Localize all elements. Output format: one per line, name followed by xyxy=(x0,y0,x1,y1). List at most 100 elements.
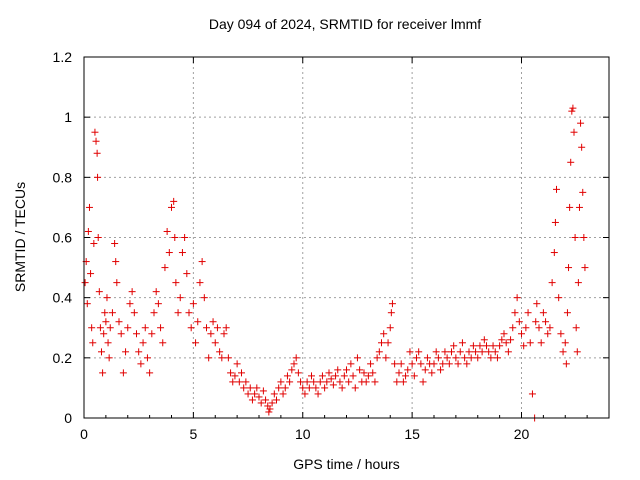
data-point xyxy=(415,348,423,356)
data-point xyxy=(99,369,107,377)
data-point xyxy=(90,240,98,248)
data-point xyxy=(108,309,116,317)
data-point xyxy=(338,384,346,392)
data-point xyxy=(568,107,576,115)
data-point xyxy=(128,288,136,296)
data-point xyxy=(154,300,162,308)
data-point xyxy=(445,360,453,368)
data-point xyxy=(248,396,256,404)
data-point xyxy=(161,264,169,272)
data-point xyxy=(150,309,158,317)
y-tick-label: 0.8 xyxy=(53,169,73,185)
data-point xyxy=(520,342,528,350)
data-point xyxy=(283,372,291,380)
data-point xyxy=(139,339,147,347)
data-point xyxy=(386,324,394,332)
data-point xyxy=(472,348,480,356)
data-point xyxy=(393,378,401,386)
data-point xyxy=(513,294,521,302)
data-point xyxy=(413,354,420,362)
data-point xyxy=(452,354,460,362)
data-point xyxy=(369,369,377,377)
data-point xyxy=(483,342,490,350)
x-tick-label: 20 xyxy=(514,426,530,442)
data-point xyxy=(183,270,191,278)
data-point xyxy=(432,348,440,356)
data-point xyxy=(130,309,138,317)
data-point xyxy=(255,393,263,401)
data-point xyxy=(387,309,395,317)
data-point xyxy=(98,348,105,356)
data-point xyxy=(384,339,392,347)
data-point xyxy=(579,188,587,196)
x-tick-label: 10 xyxy=(295,426,311,442)
data-point xyxy=(233,360,241,368)
data-point xyxy=(437,366,445,374)
data-point xyxy=(353,354,361,362)
data-point xyxy=(544,330,552,338)
data-point xyxy=(563,309,571,317)
data-point xyxy=(259,387,267,395)
data-point xyxy=(515,318,523,326)
data-point xyxy=(88,324,96,332)
data-point xyxy=(113,279,121,287)
data-point xyxy=(434,354,442,362)
data-point xyxy=(565,264,573,272)
x-axis-label: GPS time / hours xyxy=(293,456,400,472)
data-point xyxy=(92,137,100,145)
data-point xyxy=(122,348,130,356)
data-point xyxy=(275,384,283,392)
data-point xyxy=(439,360,447,368)
data-point xyxy=(222,324,230,332)
data-point xyxy=(104,339,112,347)
grid-lines xyxy=(84,57,609,418)
data-point xyxy=(496,342,504,350)
data-point xyxy=(518,330,525,338)
data-point xyxy=(332,372,340,380)
data-point xyxy=(450,342,458,350)
data-point xyxy=(101,309,109,317)
data-point xyxy=(143,354,151,362)
data-point xyxy=(84,227,92,235)
data-point xyxy=(327,375,335,383)
data-point xyxy=(580,234,588,241)
data-point xyxy=(292,354,300,362)
data-point xyxy=(200,294,208,302)
data-point xyxy=(220,330,228,338)
data-point xyxy=(279,390,287,398)
data-point xyxy=(146,369,154,377)
data-point xyxy=(567,158,575,166)
y-tick-label: 0 xyxy=(64,410,72,426)
data-point xyxy=(227,369,235,377)
y-tick-label: 0.2 xyxy=(53,350,73,366)
data-point xyxy=(294,369,302,377)
data-point xyxy=(286,378,294,386)
data-point xyxy=(192,339,200,347)
data-point xyxy=(555,294,563,302)
data-point xyxy=(551,218,559,226)
data-point xyxy=(430,360,438,368)
data-point xyxy=(548,279,556,287)
data-point xyxy=(95,288,103,296)
data-point xyxy=(308,372,315,380)
data-point xyxy=(290,360,298,368)
data-point xyxy=(509,324,517,332)
data-point xyxy=(81,279,89,287)
data-point xyxy=(316,378,324,386)
data-point xyxy=(524,309,532,317)
data-point xyxy=(463,360,471,368)
data-point xyxy=(218,354,226,362)
data-point xyxy=(266,405,274,413)
data-point xyxy=(87,270,95,278)
data-point xyxy=(318,372,326,380)
data-point xyxy=(478,348,486,356)
data-point xyxy=(526,339,534,347)
data-point xyxy=(404,366,412,374)
data-point xyxy=(571,234,579,241)
data-point xyxy=(270,390,278,398)
data-point xyxy=(474,354,482,362)
data-point xyxy=(240,384,248,392)
chart-title: Day 094 of 2024, SRMTID for receiver lmm… xyxy=(208,16,482,32)
data-point xyxy=(345,378,353,386)
data-point xyxy=(83,300,91,308)
